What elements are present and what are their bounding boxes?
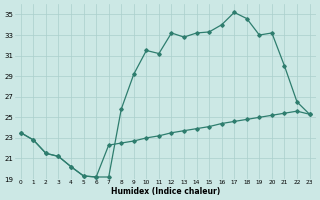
X-axis label: Humidex (Indice chaleur): Humidex (Indice chaleur) <box>111 187 220 196</box>
